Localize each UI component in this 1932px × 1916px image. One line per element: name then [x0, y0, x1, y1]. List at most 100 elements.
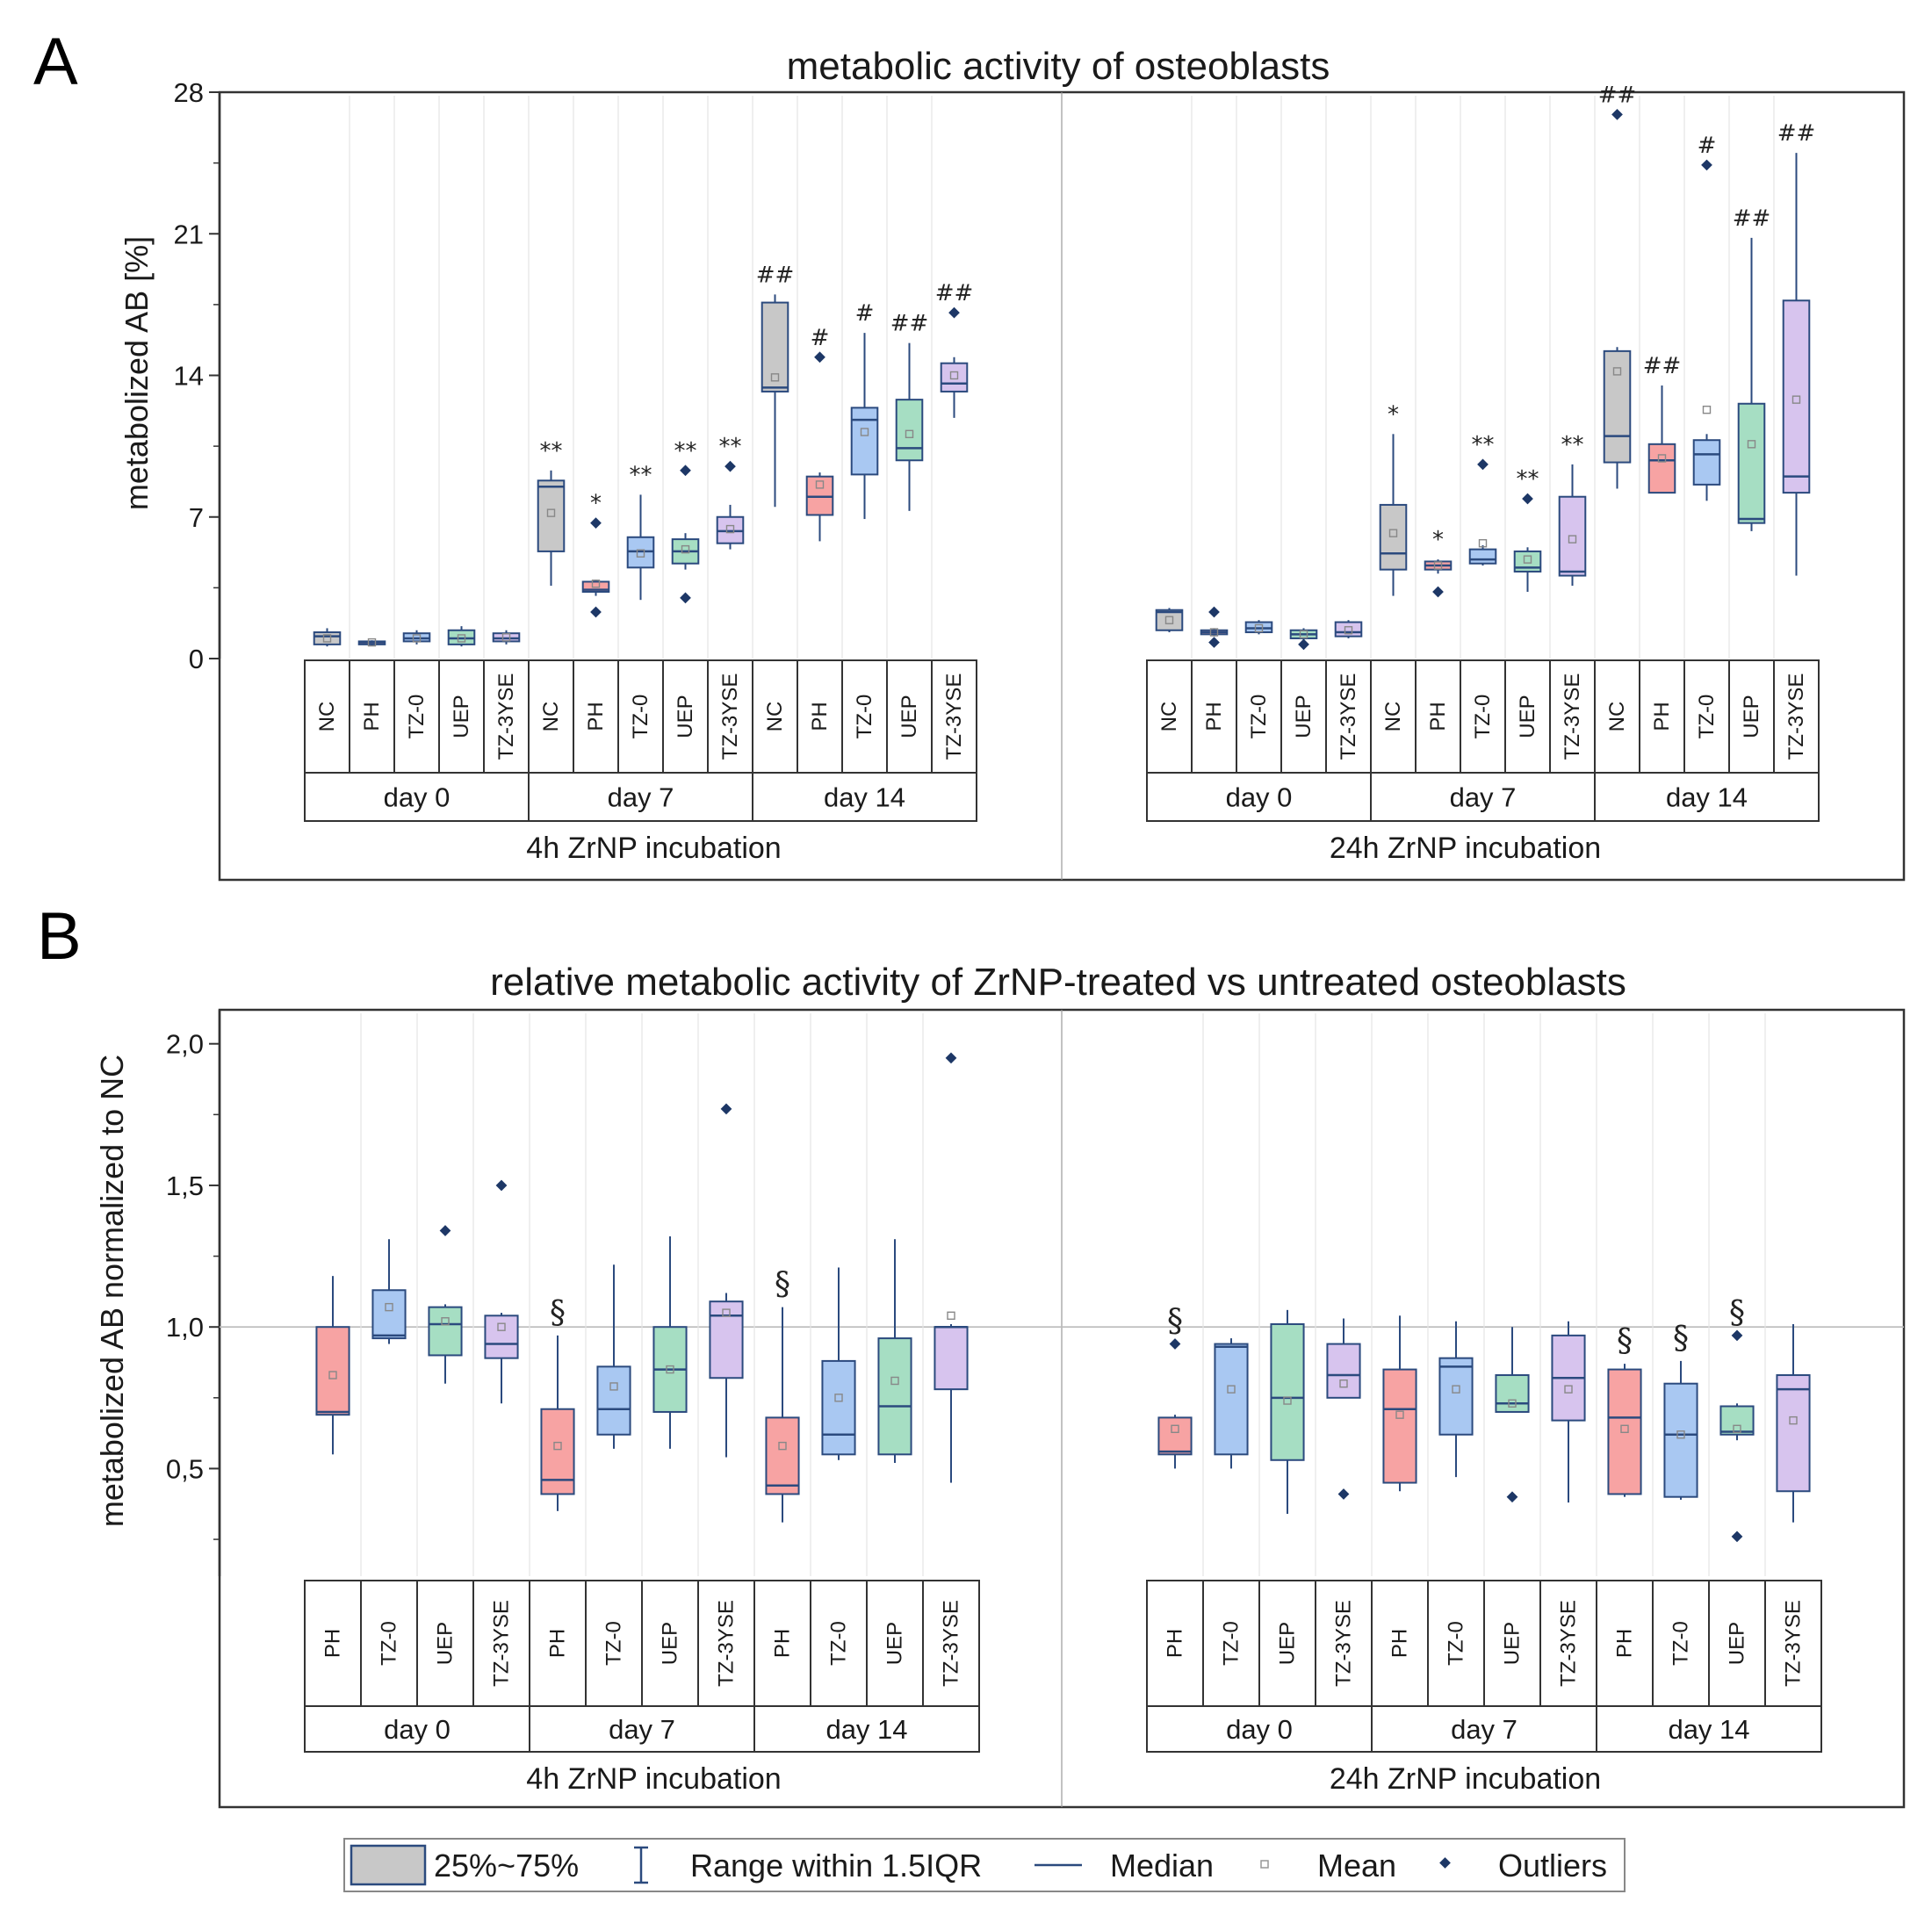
legend-range-label: Range within 1.5IQR — [690, 1848, 982, 1884]
mean-marker — [546, 508, 556, 517]
significance-annotation: ** — [630, 462, 652, 488]
mean-marker — [1789, 1415, 1798, 1425]
panel-b-category-label: TZ-0 — [1669, 1621, 1693, 1666]
panel-b-y-tick-label: 1,5 — [166, 1170, 204, 1201]
significance-annotation: ** — [540, 438, 563, 465]
panel-b-box-tz-0 — [1438, 1321, 1474, 1478]
panel-a-category-label: PH — [808, 702, 832, 731]
outlier-point — [439, 1225, 451, 1236]
panel-a-y-tick-label: 0 — [189, 644, 204, 674]
panel-a-day-label: day 0 — [384, 782, 451, 813]
panel-a-box-tz-0: ** — [626, 462, 655, 601]
significance-annotation: § — [550, 1295, 566, 1331]
significance-annotation: * — [1432, 527, 1444, 553]
panel-b-box-uep: § — [1719, 1295, 1755, 1543]
panel-a-box-uep: ## — [890, 311, 928, 511]
panel-b-category-label: TZ-3YSE — [940, 1600, 963, 1687]
mean-marker — [722, 1308, 731, 1317]
panel-b-box-tz-3yse — [934, 1052, 969, 1483]
panel-a-category-label: UEP — [674, 695, 697, 738]
panel-b-category-label: PH — [1164, 1629, 1187, 1658]
panel-a-box-tz-3yse: ** — [1558, 432, 1587, 587]
panel-a-box-tz-0: # — [850, 300, 879, 520]
panel-a-category-label: TZ-0 — [1471, 695, 1495, 739]
significance-annotation: # — [811, 325, 830, 351]
panel-a-box-nc: ** — [537, 438, 566, 587]
mean-marker — [1612, 367, 1622, 376]
mean-marker — [1395, 1410, 1404, 1419]
mean-marker — [1733, 1424, 1741, 1434]
mean-marker — [412, 634, 422, 643]
panel-a-box-nc — [1155, 608, 1184, 633]
panel-b-box-tz-0 — [1214, 1338, 1249, 1469]
panel-a-category-label: PH — [360, 702, 384, 731]
outlier-point — [1701, 159, 1712, 171]
significance-annotation: ## — [1643, 353, 1682, 379]
panel-a-category-table — [304, 659, 977, 822]
iqr-box — [313, 631, 342, 645]
mean-marker — [457, 634, 466, 643]
outlier-point — [1169, 1338, 1181, 1350]
significance-annotation: § — [1673, 1321, 1689, 1357]
panel-b-box-tz-3yse — [484, 1179, 519, 1404]
mean-marker — [1564, 1385, 1573, 1394]
mean-marker — [1702, 405, 1712, 414]
iqr-box — [1776, 1374, 1811, 1493]
mean-marker — [1620, 1424, 1629, 1434]
significance-annotation: ** — [1472, 432, 1495, 458]
panel-a-category-label: TZ-0 — [629, 695, 652, 739]
significance-annotation: § — [775, 1267, 790, 1303]
panel-a-box-tz-0: ** — [1468, 432, 1497, 566]
significance-annotation: ## — [1733, 205, 1771, 232]
outlier-point — [1337, 1488, 1350, 1500]
iqr-box — [850, 407, 879, 476]
panel-b-y-tick-label: 0,5 — [166, 1453, 204, 1484]
panel-a-chart: 0 7 14 21 28 NC PH TZ-0 UEP TZ-3YSE day 0 NC PH TZ-0 U… — [174, 77, 1906, 882]
mean-marker — [815, 480, 825, 489]
panel-a-box-ph: # — [805, 325, 834, 542]
mean-marker — [1388, 529, 1398, 537]
panel-b-box-tz-3yse — [1776, 1323, 1811, 1523]
iqr-box — [1382, 1368, 1417, 1484]
iqr-box — [428, 1306, 463, 1357]
legend-outlier-marker — [1439, 1857, 1451, 1869]
panel-b-category-label: TZ-0 — [1445, 1621, 1468, 1666]
panel-a-category-label: NC — [763, 702, 787, 732]
panel-b-box-ph: § — [1607, 1323, 1642, 1497]
iqr-box — [1157, 1416, 1193, 1456]
outlier-point — [948, 306, 960, 319]
significance-annotation: ## — [1598, 82, 1637, 108]
mean-marker — [905, 429, 914, 439]
mean-marker — [834, 1394, 843, 1402]
mean-marker — [1791, 395, 1801, 404]
panel-b-category-label: UEP — [883, 1622, 907, 1665]
outlier-point — [590, 517, 602, 529]
mean-marker — [1433, 561, 1443, 570]
outlier-point — [1731, 1531, 1743, 1543]
panel-a-incubation-label: 4h ZrNP incubation — [526, 832, 781, 865]
panel-a-category-label: TZ-0 — [1695, 695, 1719, 739]
panel-b-box-tz-3yse — [709, 1103, 744, 1458]
panel-a-category-label: NC — [1157, 702, 1181, 732]
panel-b-incubation-label: 24h ZrNP incubation — [1330, 1762, 1601, 1796]
panel-b-box-uep — [428, 1225, 463, 1384]
mean-marker — [1171, 1424, 1179, 1434]
panel-a-category-label: TZ-3YSE — [494, 673, 518, 760]
iqr-box — [1603, 349, 1632, 464]
mean-marker — [322, 634, 332, 643]
panel-a-box-uep: ## — [1733, 205, 1771, 531]
panel-a-incubation-label: 24h ZrNP incubation — [1330, 832, 1601, 865]
panel-b-box-tz-0 — [821, 1267, 856, 1460]
mean-marker — [501, 633, 511, 642]
panel-b-category-label: TZ-3YSE — [1557, 1600, 1581, 1687]
panel-b-day-label: day 0 — [1226, 1714, 1293, 1745]
panel-b-category-label: UEP — [1276, 1622, 1300, 1665]
iqr-box — [821, 1359, 856, 1456]
panel-a-category-label: PH — [1650, 702, 1674, 731]
mean-marker — [1568, 535, 1577, 544]
panel-b-day-label: day 7 — [609, 1714, 675, 1745]
panel-b-category-label: UEP — [1726, 1622, 1749, 1665]
panel-b-day-label: day 14 — [825, 1714, 907, 1745]
significance-annotation: ## — [756, 262, 795, 288]
